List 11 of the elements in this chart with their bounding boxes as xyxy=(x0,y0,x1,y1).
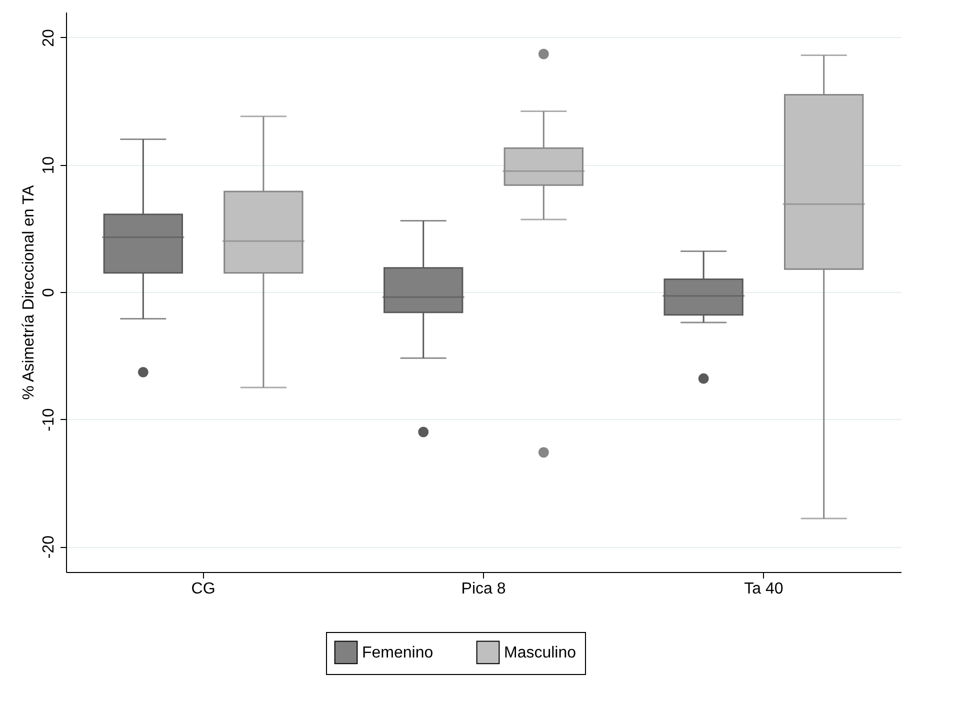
y-tick-label: -20 xyxy=(40,535,58,559)
x-tick-label: CG xyxy=(191,580,216,598)
x-tick-label: Pica 8 xyxy=(461,580,506,598)
legend-label: Masculino xyxy=(504,644,576,662)
legend-label: Femenino xyxy=(362,644,434,662)
y-tick-label: 20 xyxy=(40,28,58,47)
y-tick-label: -10 xyxy=(40,408,58,432)
y-tick-label: 0 xyxy=(40,288,58,297)
y-tick-label: 10 xyxy=(40,156,58,174)
y-axis-title: % Asimetría Direccional en TA xyxy=(20,184,38,400)
x-tick-label: Ta 40 xyxy=(744,580,784,598)
